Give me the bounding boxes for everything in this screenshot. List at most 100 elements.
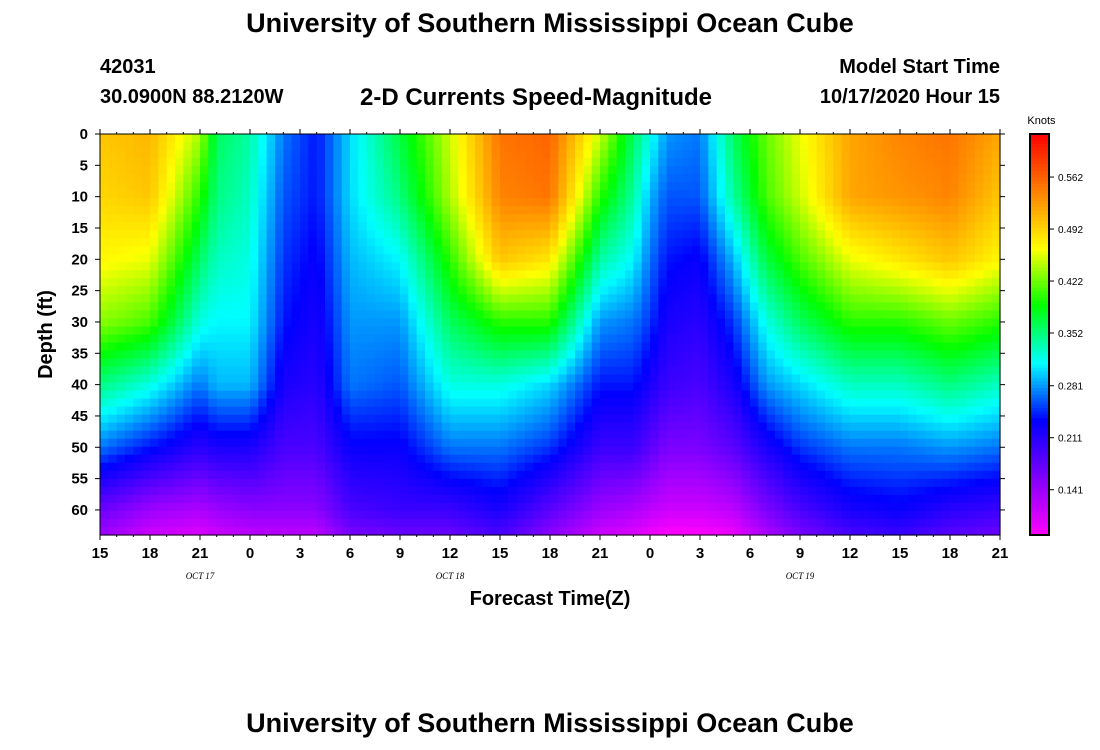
heatmap-cell: [883, 478, 893, 488]
heatmap-cell: [725, 438, 734, 448]
heatmap-cell: [566, 246, 576, 255]
heatmap-cell: [175, 454, 184, 464]
heatmap-cell: [491, 438, 501, 448]
heatmap-cell: [825, 198, 834, 207]
heatmap-cell: [725, 142, 734, 151]
heatmap-cell: [466, 230, 476, 239]
heatmap-cell: [908, 366, 918, 376]
heatmap-cell: [733, 366, 743, 376]
heatmap-cell: [741, 358, 751, 368]
heatmap-cell: [666, 158, 676, 167]
heatmap-cell: [541, 158, 551, 167]
heatmap-cell: [300, 494, 309, 504]
heatmap-cell: [225, 406, 234, 416]
heatmap-cell: [666, 302, 676, 312]
heatmap-cell: [583, 206, 593, 215]
heatmap-cell: [775, 142, 784, 151]
heatmap-cell: [475, 166, 484, 175]
heatmap-cell: [450, 262, 459, 271]
heatmap-cell: [175, 470, 184, 480]
heatmap-cell: [575, 182, 584, 191]
heatmap-cell: [550, 206, 559, 215]
heatmap-cell: [566, 254, 576, 263]
heatmap-cell: [625, 254, 634, 263]
heatmap-cell: [225, 342, 234, 352]
heatmap-cell: [666, 174, 676, 183]
heatmap-cell: [816, 414, 826, 424]
heatmap-cell: [175, 134, 184, 143]
heatmap-cell: [650, 158, 659, 167]
heatmap-cell: [108, 406, 118, 416]
heatmap-cell: [241, 422, 251, 432]
heatmap-cell: [516, 214, 526, 223]
heatmap-cell: [425, 182, 434, 191]
heatmap-cell: [216, 222, 226, 231]
heatmap-cell: [866, 286, 876, 295]
heatmap-cell: [525, 414, 534, 424]
heatmap-cell: [125, 502, 134, 512]
heatmap-cell: [191, 478, 201, 488]
heatmap-cell: [858, 198, 868, 207]
heatmap-cell: [600, 398, 609, 408]
heatmap-cell: [725, 318, 734, 328]
heatmap-cell: [491, 310, 501, 320]
heatmap-cell: [108, 454, 118, 464]
heatmap-cell: [866, 510, 876, 520]
heatmap-cell: [891, 190, 901, 199]
heatmap-cell: [233, 398, 243, 408]
heatmap-cell: [816, 510, 826, 520]
heatmap-cell: [258, 518, 268, 528]
heatmap-cell: [916, 142, 926, 151]
heatmap-cell: [383, 406, 393, 416]
heatmap-cell: [466, 326, 476, 336]
heatmap-cell: [716, 270, 726, 279]
heatmap-cell: [158, 478, 168, 488]
heatmap-cell: [466, 182, 476, 191]
heatmap-cell: [350, 278, 359, 287]
heatmap-cell: [333, 446, 343, 456]
heatmap-cell: [400, 422, 409, 432]
heatmap-cell: [325, 302, 334, 312]
heatmap-cell: [433, 358, 443, 368]
heatmap-cell: [233, 478, 243, 488]
heatmap-cell: [450, 406, 459, 416]
heatmap-cell: [775, 478, 784, 488]
heatmap-cell: [250, 294, 259, 304]
heatmap-cell: [741, 174, 751, 183]
heatmap-cell: [783, 510, 793, 520]
heatmap-cell: [600, 350, 609, 360]
heatmap-cell: [666, 398, 676, 408]
heatmap-cell: [816, 302, 826, 312]
heatmap-cell: [233, 294, 243, 304]
heatmap-cell: [750, 294, 759, 304]
heatmap-cell: [883, 286, 893, 295]
heatmap-cell: [875, 342, 884, 352]
heatmap-cell: [208, 166, 218, 175]
heatmap-cell: [525, 510, 534, 520]
heatmap-cell: [108, 430, 118, 440]
heatmap-cell: [891, 438, 901, 448]
heatmap-cell: [683, 206, 693, 215]
heatmap-cell: [925, 222, 934, 231]
heatmap-cell: [225, 254, 234, 263]
heatmap-cell: [825, 286, 834, 295]
heatmap-cell: [233, 518, 243, 528]
heatmap-cell: [275, 398, 284, 408]
heatmap-cell: [741, 230, 751, 239]
heatmap-cell: [600, 310, 609, 320]
heatmap-cell: [441, 302, 451, 312]
heatmap-cell: [316, 262, 326, 271]
heatmap-cell: [500, 470, 509, 480]
heatmap-cell: [216, 382, 226, 392]
heatmap-cell: [208, 214, 218, 223]
heatmap-cell: [283, 366, 293, 376]
heatmap-cell: [316, 174, 326, 183]
heatmap-cell: [466, 518, 476, 528]
heatmap-cell: [758, 406, 768, 416]
heatmap-cell: [591, 446, 601, 456]
heatmap-cell: [358, 142, 368, 151]
heatmap-cell: [566, 134, 576, 143]
heatmap-cell: [266, 206, 276, 215]
heatmap-cell: [433, 486, 443, 496]
heatmap-cell: [650, 206, 659, 215]
